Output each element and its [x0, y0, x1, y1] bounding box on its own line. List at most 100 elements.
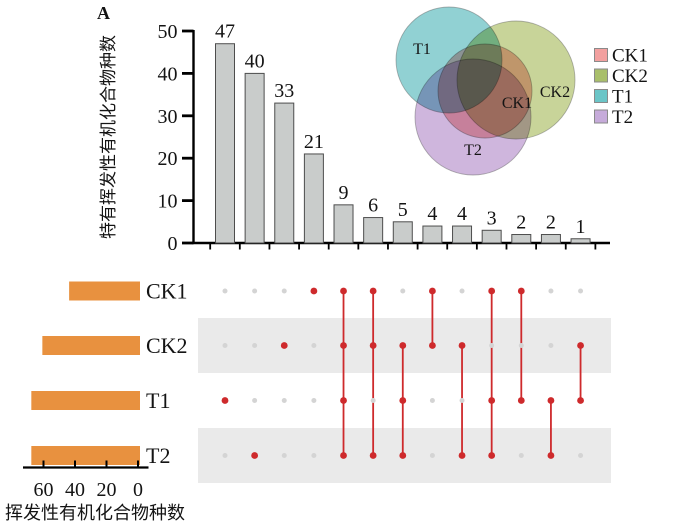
legend-swatch-t1 [594, 89, 608, 103]
matrix-dot-active [369, 452, 377, 459]
matrix-dot-active [251, 452, 259, 459]
venn-circle-t2 [414, 58, 532, 176]
matrix-dot-inactive [459, 398, 465, 403]
set-row-label: T2 [146, 443, 170, 468]
matrix-dot-active [340, 342, 347, 349]
legend-label: T1 [612, 87, 633, 108]
venn-set-label: T1 [413, 41, 431, 58]
intersection-bar [422, 225, 443, 244]
bar-value-label: 3 [487, 207, 497, 229]
legend-label: T2 [612, 107, 633, 128]
matrix-dot-active [280, 342, 288, 349]
matrix-dot-active [458, 452, 466, 459]
matrix-dot-active [517, 287, 525, 295]
y-tick-label: 10 [158, 191, 178, 213]
matrix-dot-inactive [548, 288, 554, 294]
matrix-dot-inactive [222, 453, 228, 458]
set-size-bar [31, 391, 141, 410]
matrix-dot-inactive [252, 288, 258, 294]
matrix-dot-inactive [489, 343, 495, 348]
legend-swatch-ck1 [594, 48, 608, 62]
matrix-dot-active [429, 342, 436, 349]
matrix-dot-active [577, 342, 584, 349]
set-size-tick-label: 0 [133, 479, 143, 501]
matrix-dot-inactive [252, 398, 258, 403]
matrix-dot-active [488, 287, 496, 295]
y-tick-label: 20 [158, 148, 178, 170]
legend-label: CK1 [612, 46, 648, 67]
matrix-dot-active [458, 342, 466, 349]
bar-value-label: 2 [546, 212, 556, 234]
panel-label: A [97, 3, 110, 23]
bar-value-label: 2 [516, 212, 526, 234]
matrix-dot-active [399, 397, 407, 404]
matrix-dot-active [399, 342, 407, 349]
legend-swatch-t2 [594, 109, 608, 124]
set-size-axis-label: 挥发性有机化合物种数 [5, 503, 185, 523]
intersection-bar [363, 217, 384, 244]
matrix-dot-active [577, 397, 584, 404]
membership-matrix [221, 287, 584, 459]
matrix-dot-inactive [370, 398, 376, 403]
intersection-bar [570, 238, 591, 244]
intersection-bar [452, 225, 473, 244]
matrix-dot-active [429, 287, 436, 295]
matrix-dot-active [221, 397, 229, 404]
set-size-bar [31, 446, 141, 465]
matrix-dot-inactive [400, 288, 406, 294]
bar-value-label: 6 [368, 195, 378, 217]
intersection-bar [511, 234, 532, 244]
matrix-dot-inactive [578, 453, 584, 458]
matrix-dot-inactive [222, 343, 228, 348]
matrix-dot-active [547, 452, 555, 459]
y-tick-label: 40 [158, 63, 178, 85]
set-row-label: T1 [146, 388, 170, 413]
y-tick-label: 0 [168, 233, 178, 255]
matrix-dot-active [488, 397, 496, 404]
intersection-bar [540, 234, 561, 244]
bar-value-label: 4 [457, 203, 467, 225]
matrix-dot-inactive [281, 453, 287, 458]
set-size-tick-label: 60 [34, 479, 54, 501]
y-tick-label: 30 [158, 106, 178, 128]
bar-value-label: 9 [339, 182, 349, 204]
matrix-dot-active [310, 287, 318, 295]
intersection-bar [481, 229, 502, 244]
set-size-bar [42, 336, 140, 355]
venn-set-label: CK2 [540, 84, 570, 101]
venn-set-label: CK1 [502, 95, 532, 112]
set-size-bar-chart: CK1 CK2 T1 T2 60 40 20 0 [23, 279, 188, 501]
matrix-dot-inactive [518, 453, 524, 458]
venn-set-label: T2 [464, 142, 482, 159]
y-axis-label: 特有挥发性有机化合物种数 [99, 35, 118, 239]
intersection-bar [215, 43, 235, 244]
bar-value-label: 5 [398, 199, 408, 221]
intersection-bar [274, 102, 295, 244]
set-row-label: CK2 [146, 333, 188, 358]
matrix-dot-inactive [429, 453, 435, 458]
matrix-dot-active [547, 397, 555, 404]
y-tick-label: 50 [158, 21, 178, 43]
matrix-dot-inactive [311, 453, 317, 458]
matrix-dot-inactive [281, 398, 287, 403]
matrix-dot-active [340, 287, 347, 295]
venn-diagram: T1 CK2 CK1 T2 [395, 6, 576, 176]
matrix-dot-inactive [311, 398, 317, 403]
matrix-dot-active [488, 452, 496, 459]
matrix-dot-inactive [518, 343, 524, 348]
set-size-tick-label: 40 [65, 479, 85, 501]
matrix-dot-inactive [429, 398, 435, 403]
bar-value-label: 21 [304, 131, 324, 153]
intersection-bar [244, 72, 265, 244]
matrix-dot-active [340, 397, 347, 404]
bar-value-label: 47 [215, 21, 235, 43]
matrix-dot-active [399, 452, 407, 459]
bar-value-label: 33 [274, 80, 294, 102]
matrix-dot-inactive [578, 288, 584, 294]
bar-value-label: 4 [427, 203, 437, 225]
